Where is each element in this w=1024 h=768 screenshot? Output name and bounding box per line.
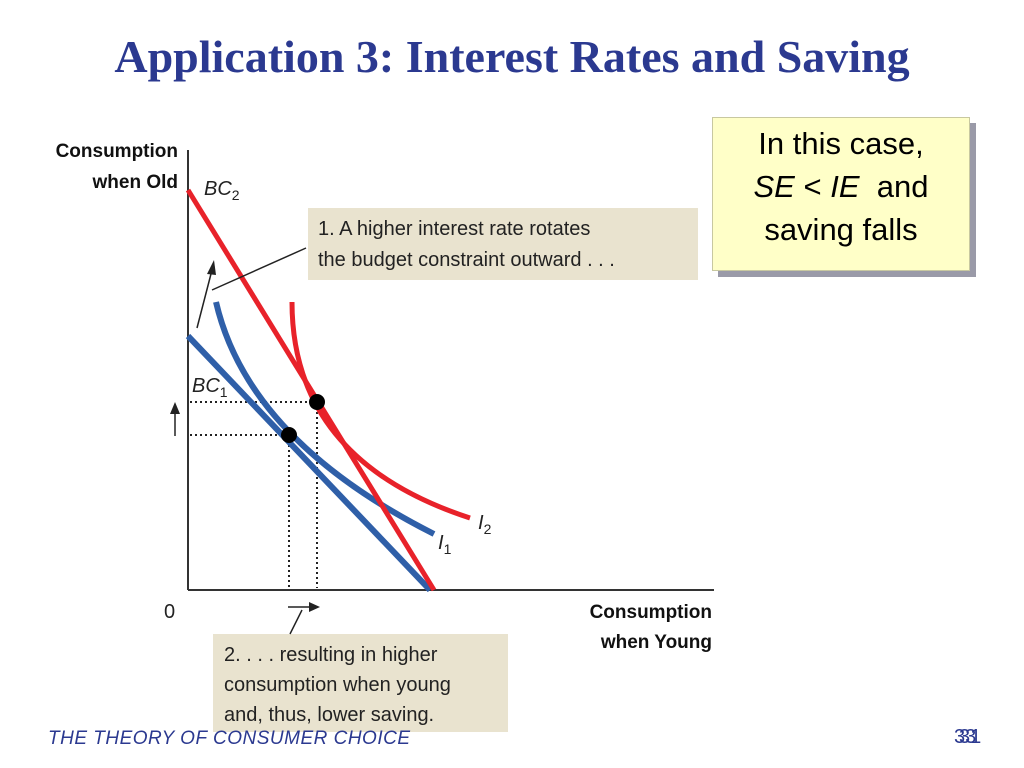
x-axis-label-line2: when Young bbox=[600, 632, 712, 653]
note1-line1: 1. A higher interest rate rotates bbox=[318, 218, 590, 240]
note1-line2: the budget constraint outward . . . bbox=[318, 249, 615, 271]
callout-se: SE bbox=[753, 169, 795, 204]
slide-title: Application 3: Interest Rates and Saving bbox=[114, 31, 910, 82]
dotted-guides bbox=[190, 401, 318, 588]
note2-line1: 2. . . . resulting in higher bbox=[224, 644, 438, 666]
i2-label: I2 bbox=[478, 512, 492, 537]
footer-chapter-title: THE THEORY OF CONSUMER CHOICE bbox=[48, 728, 411, 749]
note2-pointer bbox=[289, 609, 303, 635]
i2-curve bbox=[289, 301, 471, 521]
origin-label: 0 bbox=[164, 601, 175, 623]
bc2-label: BC2 bbox=[204, 178, 240, 203]
x-increase-arrow-head bbox=[309, 602, 320, 612]
callout-line2: SE < IE and bbox=[713, 165, 969, 208]
note2-box bbox=[213, 634, 508, 732]
page-number-back: 33 bbox=[954, 726, 977, 748]
bc1-label: BC1 bbox=[192, 375, 228, 400]
bc1-line bbox=[185, 333, 433, 593]
rotation-arrow bbox=[196, 269, 213, 329]
optimum-point-old bbox=[281, 427, 297, 443]
callout-line3: saving falls bbox=[764, 212, 918, 247]
i1-label: I1 bbox=[438, 532, 452, 557]
page-number-front: 31 bbox=[959, 726, 982, 748]
callout-less-than: < bbox=[803, 169, 822, 204]
callout-ie: IE bbox=[830, 169, 860, 204]
y-axis-label-line2: when Old bbox=[92, 172, 179, 193]
conclusion-callout: In this case, SE < IE and saving falls bbox=[712, 117, 970, 271]
y-increase-arrow-head bbox=[170, 402, 180, 414]
callout-line1: In this case, bbox=[758, 126, 924, 161]
optimum-point-new bbox=[309, 394, 325, 410]
y-axis-label-line1: Consumption bbox=[56, 141, 178, 162]
note2-line2: consumption when young bbox=[224, 674, 451, 696]
callout-and: and bbox=[876, 169, 929, 204]
note1-pointer bbox=[211, 247, 307, 291]
note1-box bbox=[308, 208, 698, 280]
x-axis-label-line1: Consumption bbox=[590, 602, 712, 623]
rotation-arrow-head bbox=[207, 260, 216, 275]
note2-line3: and, thus, lower saving. bbox=[224, 704, 434, 726]
